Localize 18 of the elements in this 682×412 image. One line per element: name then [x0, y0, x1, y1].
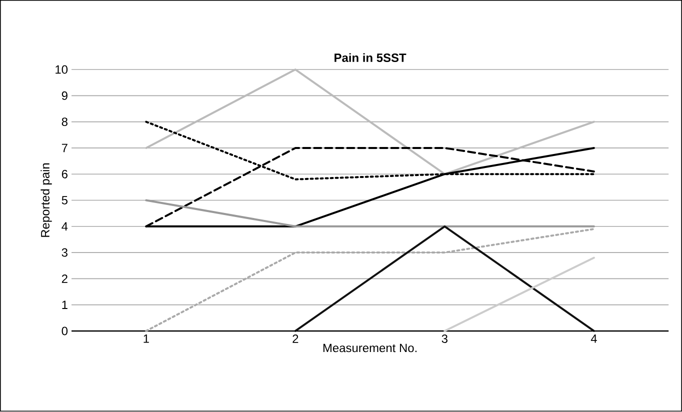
y-axis-title: Reported pain [40, 164, 52, 238]
y-tick-label: 9 [62, 92, 68, 100]
y-tick-label: 3 [62, 248, 68, 258]
y-tick-label: 6 [62, 170, 68, 179]
x-tick-label: 2 [292, 334, 298, 344]
y-tick-label: 1 [62, 300, 68, 310]
x-tick-label: 4 [590, 334, 597, 343]
y-tick-label: 5 [62, 196, 68, 205]
y-tick-label: 0 [62, 326, 68, 336]
y-tick-label: 2 [62, 274, 68, 284]
y-tick-label: 7 [62, 144, 68, 152]
x-tick-label: 3 [442, 334, 448, 344]
x-axis-title: Measurement No. [323, 344, 417, 352]
chart-title: Pain in 5SST [334, 53, 406, 62]
y-tick-label: 4 [62, 222, 68, 231]
y-tick-label: 8 [62, 118, 68, 126]
y-tick-label: 10 [56, 66, 68, 74]
x-tick-label: 1 [144, 334, 149, 343]
